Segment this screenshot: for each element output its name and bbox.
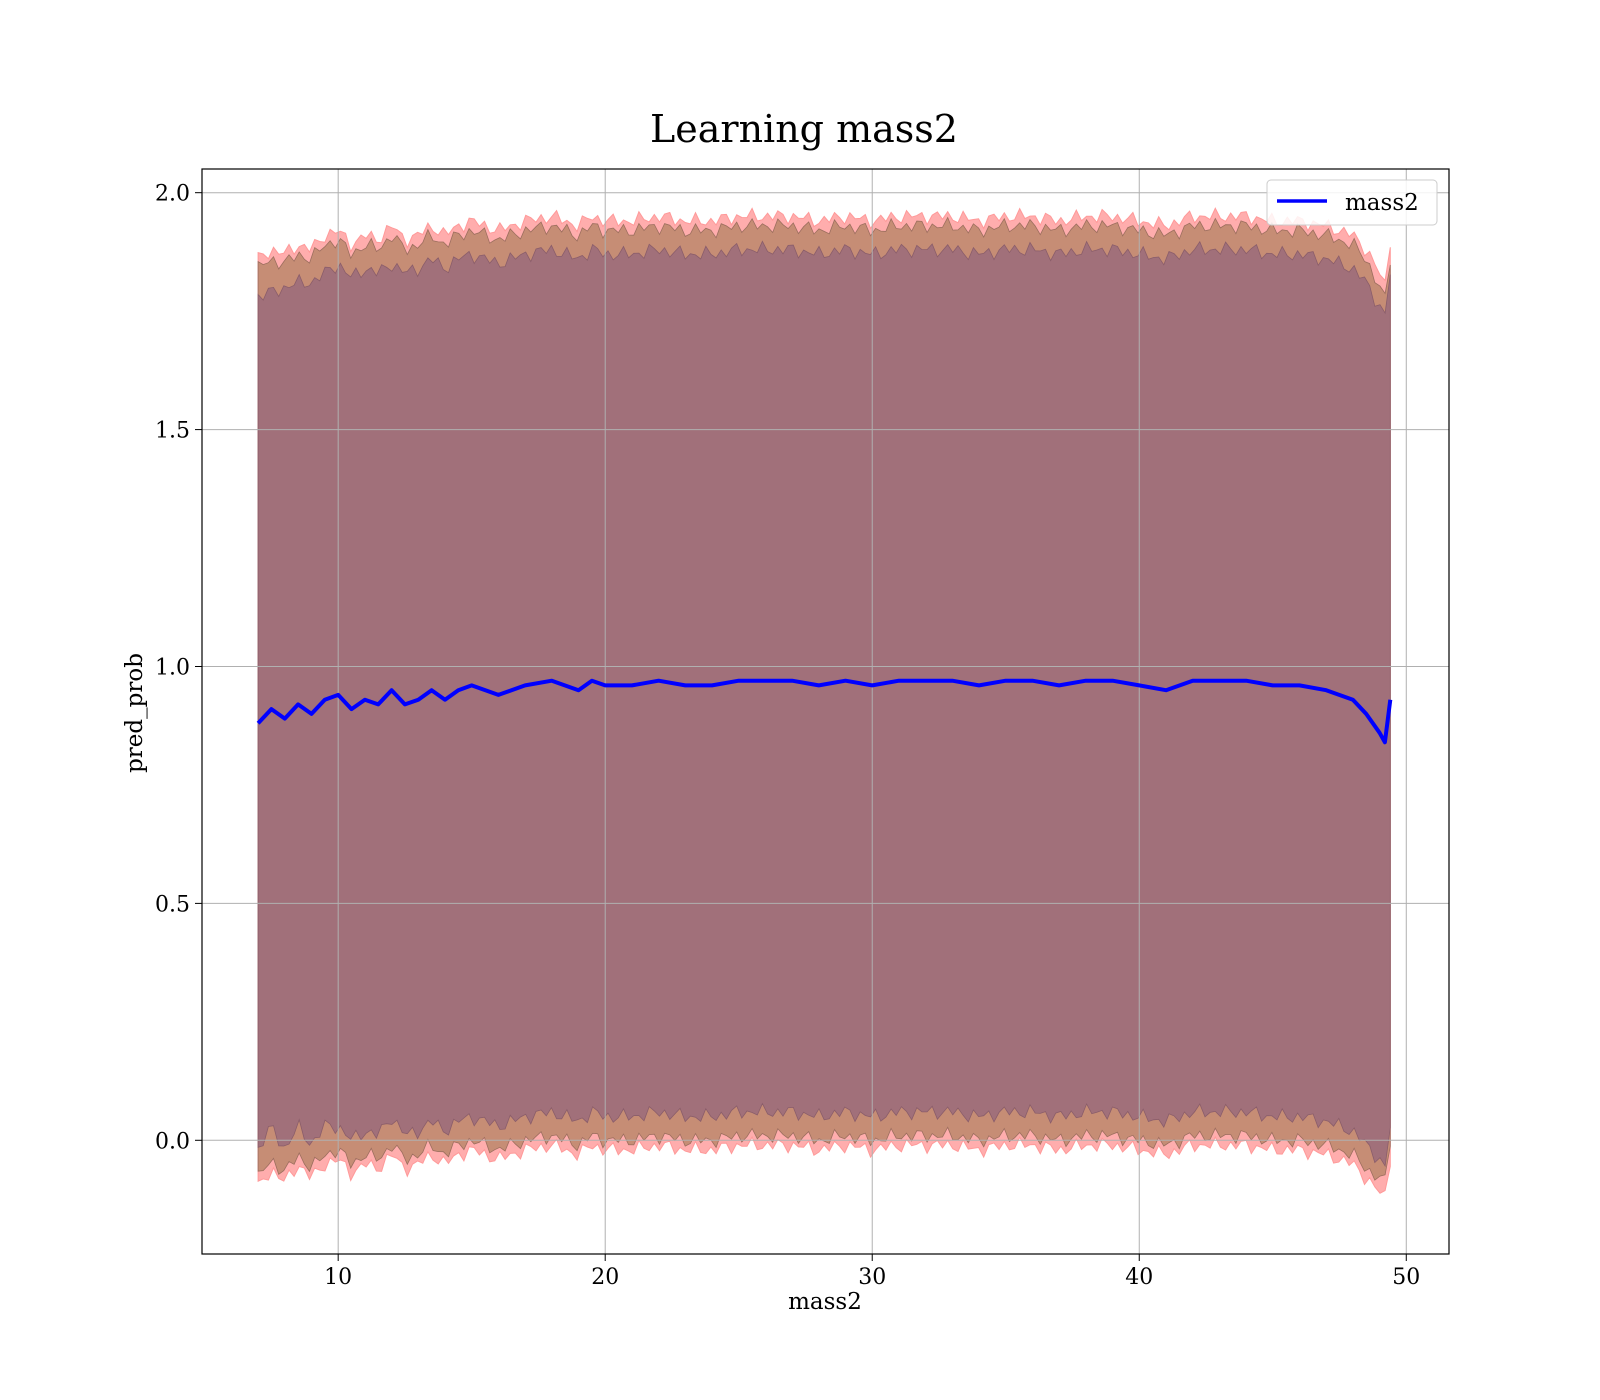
x-tick-label: 30 — [858, 1265, 886, 1290]
y-tick-label: 0.5 — [155, 892, 190, 917]
x-tick-label: 50 — [1392, 1265, 1420, 1290]
x-tick-label: 10 — [324, 1265, 352, 1290]
y-tick-label: 0.0 — [155, 1129, 190, 1154]
legend-box — [1266, 179, 1438, 226]
plot-content — [202, 169, 1449, 1254]
chart-title: Learning mass2 — [650, 107, 958, 151]
series-line-mass2 — [256, 678, 1393, 745]
axis-ticks: 10 20 30 40 50 0.0 0.5 1.0 1.5 2.0 — [155, 182, 1420, 1290]
band-inner — [257, 240, 1391, 1168]
x-tick-label: 40 — [1125, 1265, 1153, 1290]
y-axis-label: pred_prob — [122, 653, 148, 773]
y-tick-label: 1.5 — [155, 419, 190, 444]
legend: mass2 — [1266, 179, 1438, 226]
legend-label: mass2 — [1345, 190, 1419, 216]
x-tick-label: 20 — [591, 1265, 619, 1290]
y-tick-label: 1.0 — [155, 655, 190, 680]
plot-area — [202, 169, 1449, 1254]
y-tick-label: 2.0 — [155, 182, 190, 207]
plot-frame — [201, 168, 1450, 1255]
x-axis-label: mass2 — [788, 1289, 862, 1315]
